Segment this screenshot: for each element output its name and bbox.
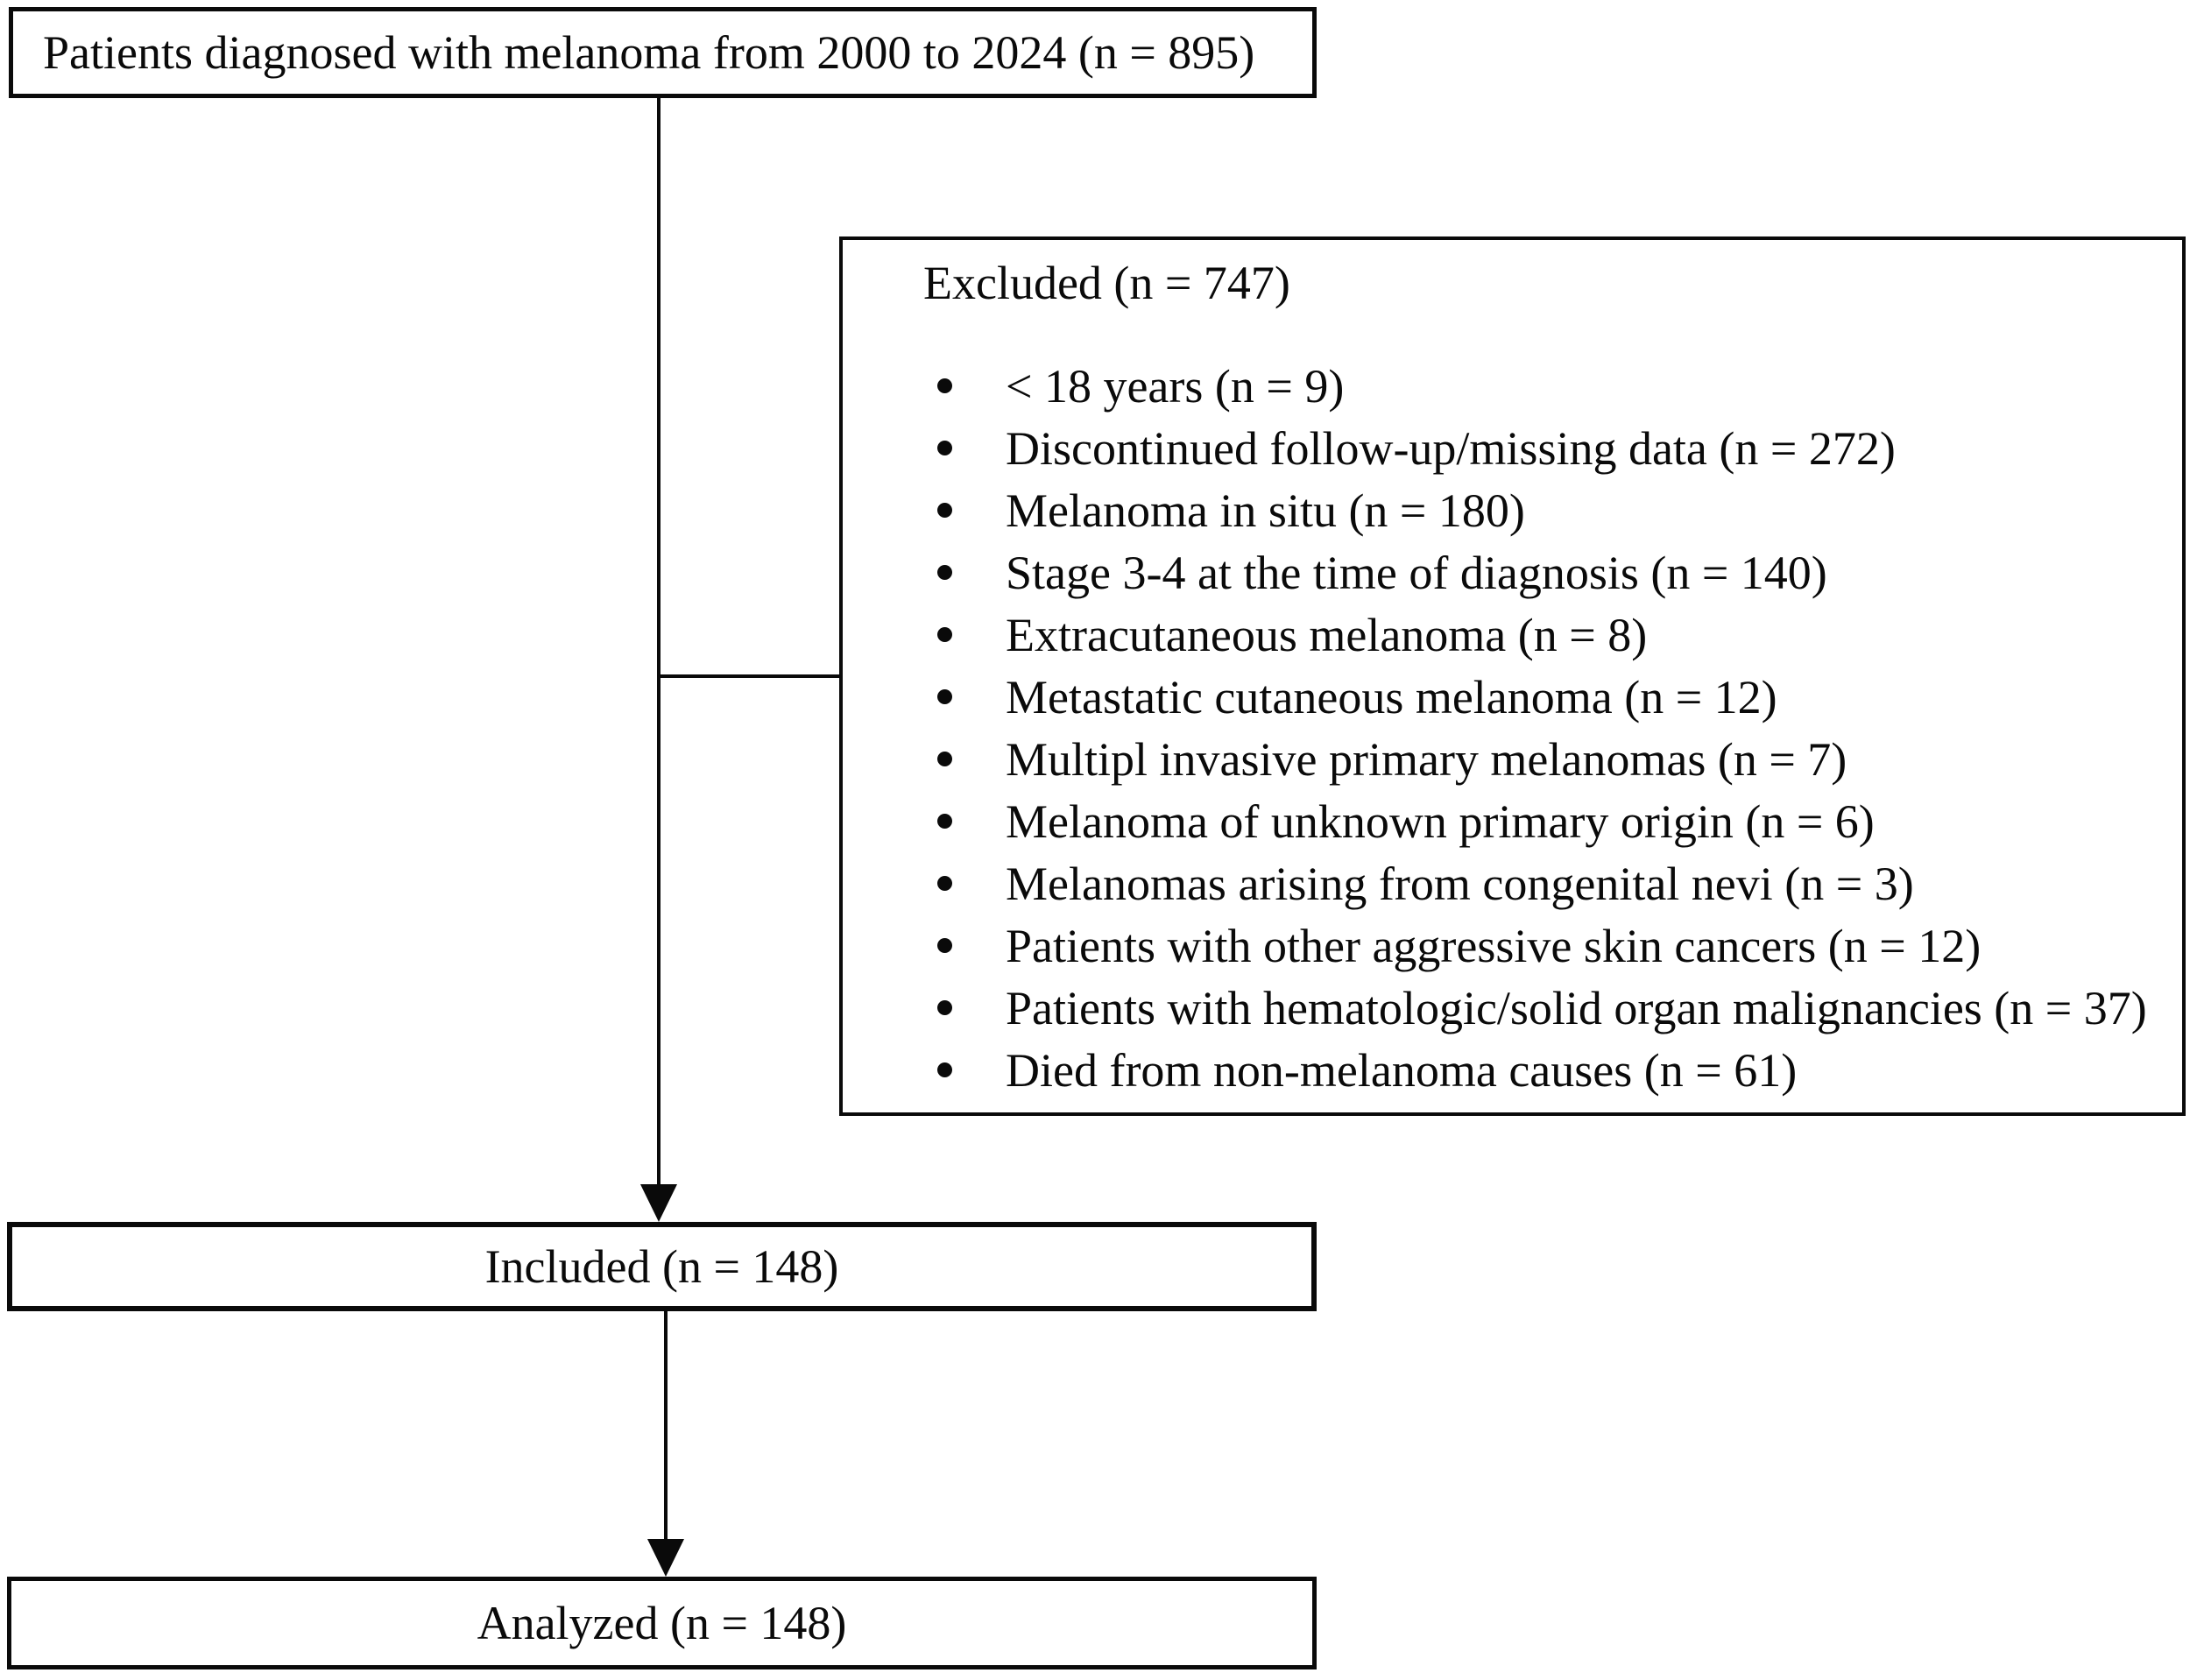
excluded-item: Extracutaneous melanoma (n = 8) xyxy=(843,604,2182,666)
excluded-box: Excluded (n = 747) < 18 years (n = 9) Di… xyxy=(839,236,2186,1116)
excluded-item-label: Patients with hematologic/solid organ ma… xyxy=(1006,981,2147,1034)
excluded-item-label: Discontinued follow-up/missing data (n =… xyxy=(1006,421,1896,475)
excluded-item: < 18 years (n = 9) xyxy=(843,355,2182,417)
excluded-item-label: < 18 years (n = 9) xyxy=(1006,359,1345,413)
excluded-item: Melanoma in situ (n = 180) xyxy=(843,479,2182,541)
excluded-item: Metastatic cutaneous melanoma (n = 12) xyxy=(843,666,2182,728)
excluded-item-label: Extracutaneous melanoma (n = 8) xyxy=(1006,608,1648,661)
bullet-icon xyxy=(937,1000,952,1015)
vertical-connector-line-top xyxy=(657,98,661,1187)
included-label: Included (n = 148) xyxy=(484,1239,839,1293)
excluded-item: Stage 3-4 at the time of diagnosis (n = … xyxy=(843,541,2182,604)
excluded-item-label: Melanoma in situ (n = 180) xyxy=(1006,484,1525,537)
analyzed-label: Analyzed (n = 148) xyxy=(477,1596,847,1649)
down-arrow-icon xyxy=(640,1184,677,1222)
excluded-title: Excluded (n = 747) xyxy=(923,257,1290,309)
included-box: Included (n = 148) xyxy=(7,1222,1317,1311)
down-arrow-icon xyxy=(647,1539,684,1577)
analyzed-box: Analyzed (n = 148) xyxy=(7,1577,1317,1669)
excluded-item: Multipl invasive primary melanomas (n = … xyxy=(843,728,2182,790)
excluded-item: Discontinued follow-up/missing data (n =… xyxy=(843,417,2182,479)
bullet-icon xyxy=(937,378,952,393)
bullet-icon xyxy=(937,627,952,642)
bullet-icon xyxy=(937,441,952,455)
excluded-item-label: Melanoma of unknown primary origin (n = … xyxy=(1006,794,1875,848)
bullet-icon xyxy=(937,752,952,766)
bullet-icon xyxy=(937,503,952,518)
bullet-icon xyxy=(937,814,952,829)
bullet-icon xyxy=(937,1062,952,1077)
bullet-icon xyxy=(937,876,952,891)
excluded-item: Patients with other aggressive skin canc… xyxy=(843,914,2182,977)
horizontal-connector-line-excluded xyxy=(659,674,839,678)
excluded-list: < 18 years (n = 9) Discontinued follow-u… xyxy=(843,355,2182,1101)
excluded-item: Patients with hematologic/solid organ ma… xyxy=(843,977,2182,1039)
excluded-item-label: Metastatic cutaneous melanoma (n = 12) xyxy=(1006,670,1777,724)
excluded-item-label: Stage 3-4 at the time of diagnosis (n = … xyxy=(1006,546,1827,599)
excluded-item: Melanoma of unknown primary origin (n = … xyxy=(843,790,2182,852)
patients-diagnosed-box: Patients diagnosed with melanoma from 20… xyxy=(9,7,1317,98)
excluded-item: Melanomas arising from congenital nevi (… xyxy=(843,852,2182,914)
excluded-item: Died from non-melanoma causes (n = 61) xyxy=(843,1039,2182,1101)
excluded-item-label: Multipl invasive primary melanomas (n = … xyxy=(1006,732,1847,786)
bullet-icon xyxy=(937,689,952,704)
excluded-item-label: Melanomas arising from congenital nevi (… xyxy=(1006,857,1914,910)
vertical-connector-line-bottom xyxy=(664,1311,668,1539)
excluded-item-label: Patients with other aggressive skin canc… xyxy=(1006,919,1982,972)
patients-diagnosed-label: Patients diagnosed with melanoma from 20… xyxy=(43,25,1255,79)
bullet-icon xyxy=(937,565,952,580)
excluded-item-label: Died from non-melanoma causes (n = 61) xyxy=(1006,1043,1798,1097)
bullet-icon xyxy=(937,938,952,953)
